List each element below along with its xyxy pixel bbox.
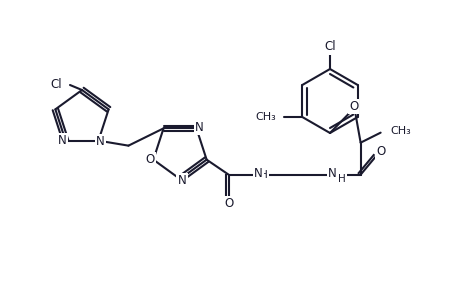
Text: Cl: Cl xyxy=(323,41,335,54)
Text: H: H xyxy=(259,170,267,180)
Text: N: N xyxy=(96,135,105,148)
Text: N: N xyxy=(177,175,186,187)
Text: O: O xyxy=(375,145,384,158)
Text: N: N xyxy=(327,167,336,180)
Text: O: O xyxy=(224,197,233,210)
Text: N: N xyxy=(254,167,262,180)
Text: H: H xyxy=(337,174,345,184)
Text: O: O xyxy=(348,100,358,113)
Text: N: N xyxy=(58,134,67,147)
Text: CH₃: CH₃ xyxy=(390,126,410,136)
Text: CH₃: CH₃ xyxy=(255,112,276,122)
Text: O: O xyxy=(145,153,155,166)
Text: Cl: Cl xyxy=(50,78,62,91)
Text: N: N xyxy=(195,121,203,134)
